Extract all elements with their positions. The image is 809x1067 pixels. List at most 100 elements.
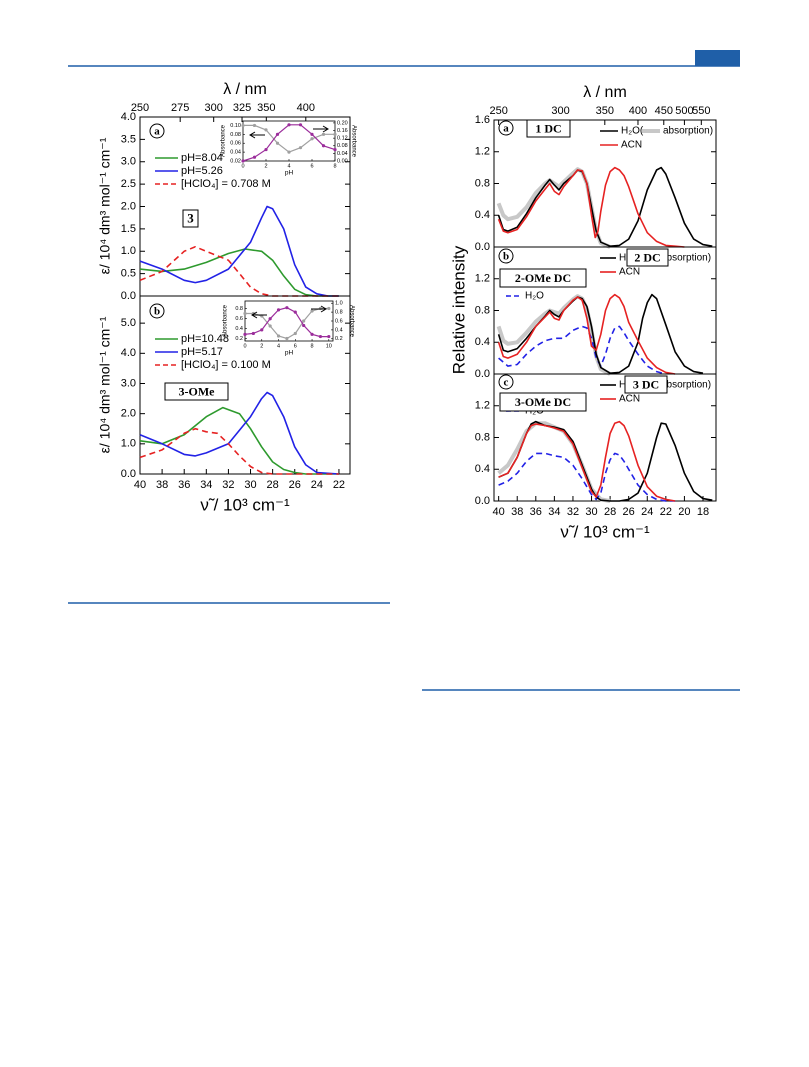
x-tick-label: 26 (289, 479, 301, 491)
inset-point (293, 331, 297, 336)
x-tick-label: 20 (678, 506, 690, 518)
inset-x-title: pH (285, 170, 294, 177)
x-axis-title: ν̃ / 10³ cm⁻¹ (200, 495, 290, 514)
inset-point (264, 128, 268, 132)
inset-point (310, 332, 314, 336)
inset-point (252, 155, 257, 159)
compound-label: 3 DC (633, 377, 659, 391)
inset-point (275, 141, 280, 145)
inset-x-tick-label: 4 (287, 163, 290, 169)
y-tick-label: 0.0 (475, 241, 490, 253)
inset-point (251, 331, 255, 336)
inset-point (327, 334, 331, 339)
inset-arrow (249, 131, 265, 139)
top-tick-label: 275 (171, 102, 189, 114)
y-axis-title: ε/ 10⁴ dm³ mol⁻¹ cm⁻¹ (97, 316, 113, 453)
inset-point (333, 132, 337, 136)
legend-label: pH=5.17 (181, 346, 223, 358)
y-axis-title: ε/ 10⁴ dm³ mol⁻¹ cm⁻¹ (97, 137, 113, 274)
y-tick-label: 0.0 (475, 495, 490, 507)
spectrum-line (139, 246, 339, 297)
inset-y-tick-label: 0.4 (235, 326, 243, 332)
compound-label: 3 (187, 210, 194, 225)
panel-label: a (154, 126, 160, 138)
inset-point (302, 319, 306, 323)
inset-point (287, 123, 291, 127)
inset-y2-tick-label: 0.08 (337, 143, 348, 149)
spectrum-line (497, 421, 611, 503)
spectrum-line (139, 205, 339, 297)
legend-label: H₂O( (621, 126, 644, 137)
legend-label: ACN (621, 140, 642, 151)
compound-label: 2-OMe DC (515, 271, 571, 285)
y-tick-label: 1.0 (121, 245, 136, 257)
inset-x-tick-label: 0 (243, 343, 246, 349)
panel-label-circle (149, 303, 165, 319)
compound-label: 3-OMe DC (515, 395, 571, 409)
x-tick-label: 30 (244, 479, 256, 491)
top-tick-label: 250 (131, 102, 149, 114)
spectrum-line (496, 167, 611, 249)
inset-point (243, 311, 247, 316)
inset-arrow (313, 125, 329, 133)
y-tick-label: 0.8 (475, 304, 490, 316)
inset-point (310, 132, 314, 136)
x-tick-label: 22 (333, 479, 345, 491)
y-tick-label: 3.0 (121, 377, 136, 389)
y-tick-label: 0.8 (475, 177, 490, 189)
inset-y-tick-label: 0.02 (230, 158, 241, 164)
y-tick-label: 0.5 (121, 268, 136, 280)
legend-label: pH=8.04 (181, 152, 223, 164)
y-tick-label: 1.2 (475, 273, 490, 285)
panel-label: b (503, 251, 509, 263)
inset-y2-tick-label: 0.2 (335, 336, 343, 342)
x-tick-label: 36 (178, 479, 190, 491)
inset-point (285, 306, 289, 310)
inset-y2-tick-label: 0.4 (335, 327, 343, 333)
inset-x-tick-label: 0 (241, 163, 244, 169)
inset-y-title: Absorbance (221, 124, 227, 157)
spectrum-line (139, 248, 339, 297)
inset-x-tick-label: 2 (260, 343, 263, 349)
plot-frame (493, 119, 717, 248)
x-tick-label: 22 (660, 506, 672, 518)
x-tick-label: 38 (156, 479, 168, 491)
inset-point (333, 147, 337, 152)
compound-label: 2 DC (634, 250, 660, 264)
top-tick-label: 450 (655, 105, 673, 117)
x-tick-label: 30 (585, 506, 597, 518)
inset-point (260, 328, 264, 332)
panel-label: a (503, 123, 509, 135)
y-tick-label: 0.4 (475, 463, 490, 475)
spectrum-line (498, 325, 667, 375)
spectrum-line (497, 166, 685, 248)
plot-frame (139, 295, 351, 475)
y-tick-label: 1.2 (475, 400, 490, 412)
legend-label: absorption) (661, 380, 711, 391)
inset-point (268, 317, 272, 321)
x-tick-label: 26 (623, 506, 635, 518)
inset-point (252, 123, 257, 128)
y-tick-label: 0.4 (475, 336, 490, 348)
inset-y-tick-label: 0.06 (230, 141, 241, 147)
legend-label: absorption) (661, 253, 711, 264)
inset-point (285, 336, 289, 341)
inset-point (268, 324, 272, 328)
inset-x-tick-label: 8 (311, 343, 314, 349)
inset-x-tick-label: 6 (294, 343, 297, 349)
inset-arrow (311, 305, 327, 313)
inset-y2-title: Absorbance (350, 125, 356, 158)
inset-point (276, 308, 281, 312)
inset-point (321, 144, 326, 148)
y-tick-label: 5.0 (121, 317, 136, 329)
compound-label-box (164, 382, 229, 401)
inset-x-tick-label: 4 (277, 343, 280, 349)
x-tick-label: 36 (530, 506, 542, 518)
x-tick-label: 24 (641, 506, 653, 518)
legend-label: [HClO₄] = 0.100 M (181, 359, 271, 371)
top-tick-label: 400 (297, 102, 315, 114)
compound-label-box (526, 119, 571, 138)
inset-point (298, 123, 303, 127)
legend-label: ACN (619, 394, 640, 405)
